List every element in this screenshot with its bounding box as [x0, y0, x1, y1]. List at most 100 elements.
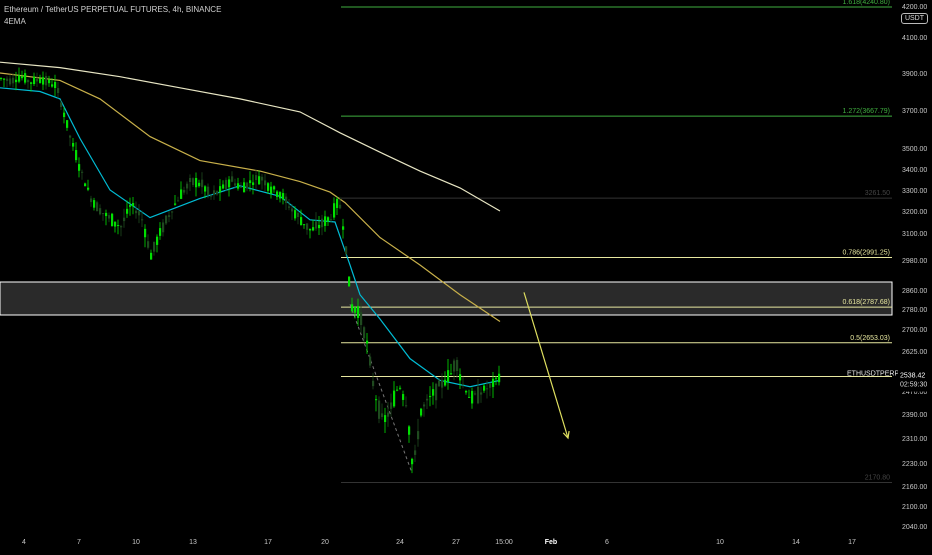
candle-body: [366, 340, 369, 344]
candle-body: [63, 112, 66, 118]
y-axis-tick-label: 2700.00: [902, 327, 927, 334]
y-axis-tick-label: 2860.00: [902, 288, 927, 295]
candle-body: [327, 217, 330, 222]
candle-body: [159, 228, 162, 236]
candle-body: [33, 76, 36, 85]
candle-body: [231, 176, 234, 182]
candle-body: [438, 380, 441, 387]
y-axis-tick-label: 2390.00: [902, 412, 927, 419]
candle-body: [201, 179, 204, 188]
candle-body: [264, 180, 267, 186]
y-axis-tick-label: 3900.00: [902, 71, 927, 78]
candle-body: [279, 192, 282, 199]
candle-body: [435, 383, 438, 401]
candle-body: [240, 186, 243, 188]
y-axis-tick-label: 4200.00: [902, 4, 927, 11]
candle-body: [9, 78, 12, 85]
candle-body: [168, 215, 171, 218]
candle-body: [315, 221, 318, 229]
candle-body: [372, 380, 375, 387]
y-axis-tick-label: 3400.00: [902, 167, 927, 174]
candle-body: [351, 304, 354, 312]
candle-body: [144, 228, 147, 238]
y-axis-tick-label: 3200.00: [902, 209, 927, 216]
candle-body: [150, 252, 153, 260]
projection-dashed-line: [349, 304, 413, 474]
x-axis-tick-label: 10: [716, 539, 724, 546]
candle-body: [429, 396, 432, 398]
candle-body: [24, 73, 27, 83]
candle-body: [18, 75, 21, 82]
candle-body: [342, 226, 345, 230]
candle-body: [75, 150, 78, 161]
candle-body: [171, 211, 174, 213]
candle-body: [465, 391, 468, 393]
x-axis-tick-label: 10: [132, 539, 140, 546]
candle-body: [258, 176, 261, 185]
candle-body: [99, 208, 102, 215]
candle-body: [237, 183, 240, 189]
candle-body: [408, 426, 411, 435]
candle-body: [69, 135, 72, 138]
candle-body: [411, 458, 414, 465]
candle-body: [195, 178, 198, 188]
candle-body: [141, 219, 144, 221]
candle-body: [267, 183, 270, 191]
y-axis-tick-label: 2040.00: [902, 524, 927, 531]
candle-body: [15, 79, 18, 83]
candle-body: [474, 393, 477, 395]
candle-body: [378, 400, 381, 419]
candle-body: [387, 412, 390, 417]
candle-body: [360, 312, 363, 326]
candle-body: [81, 171, 84, 173]
candle-body: [330, 219, 333, 221]
y-axis-tick-label: 4100.00: [902, 35, 927, 42]
fib-level-label: 0.786(2991.25): [843, 249, 890, 256]
candle-body: [111, 213, 114, 227]
candle-body: [57, 88, 60, 93]
candle-body: [294, 210, 297, 219]
candle-body: [165, 215, 168, 224]
price-tag-box: [898, 370, 930, 392]
ema-fast-line: [0, 87, 501, 388]
indicator-label[interactable]: 4EMA: [4, 17, 26, 26]
candle-body: [495, 377, 498, 379]
y-axis-tick-label: 3100.00: [902, 231, 927, 238]
candle-body: [198, 182, 201, 187]
candle-body: [375, 399, 378, 401]
candle-body: [324, 216, 327, 226]
fib-level-label: 2170.80: [865, 474, 890, 481]
resistance-zone: [0, 281, 893, 316]
candle-body: [78, 164, 81, 171]
candle-body: [246, 182, 249, 189]
candle-body: [462, 383, 465, 385]
x-axis-tick-label: 17: [848, 539, 856, 546]
candle-body: [126, 208, 129, 214]
candle-body: [174, 203, 177, 205]
candle-body: [318, 224, 321, 229]
candle-body: [183, 189, 186, 193]
candle-body: [471, 390, 474, 404]
forecast-arrow: [523, 292, 569, 439]
forecast-arrow-head: [562, 430, 570, 440]
candle-body: [402, 394, 405, 400]
candle-body: [135, 210, 138, 214]
y-axis-tick-label: 2160.00: [902, 484, 927, 491]
candle-body: [489, 383, 492, 388]
last-price-label: 2538.42: [900, 373, 925, 380]
candle-body: [306, 223, 309, 230]
candle-body: [66, 120, 69, 128]
candle-body: [255, 175, 258, 181]
candle-body: [276, 191, 279, 197]
candle-body: [453, 360, 456, 372]
candle-body: [54, 81, 57, 89]
candle-body: [336, 198, 339, 208]
candle-body: [354, 307, 357, 313]
chart-title: Ethereum / TetherUS PERPETUAL FUTURES, 4…: [4, 5, 222, 14]
fib-level-label: 1.272(3667.79): [843, 108, 890, 115]
candle-body: [87, 187, 90, 190]
currency-badge[interactable]: USDT: [900, 13, 928, 24]
candle-body: [291, 208, 294, 212]
